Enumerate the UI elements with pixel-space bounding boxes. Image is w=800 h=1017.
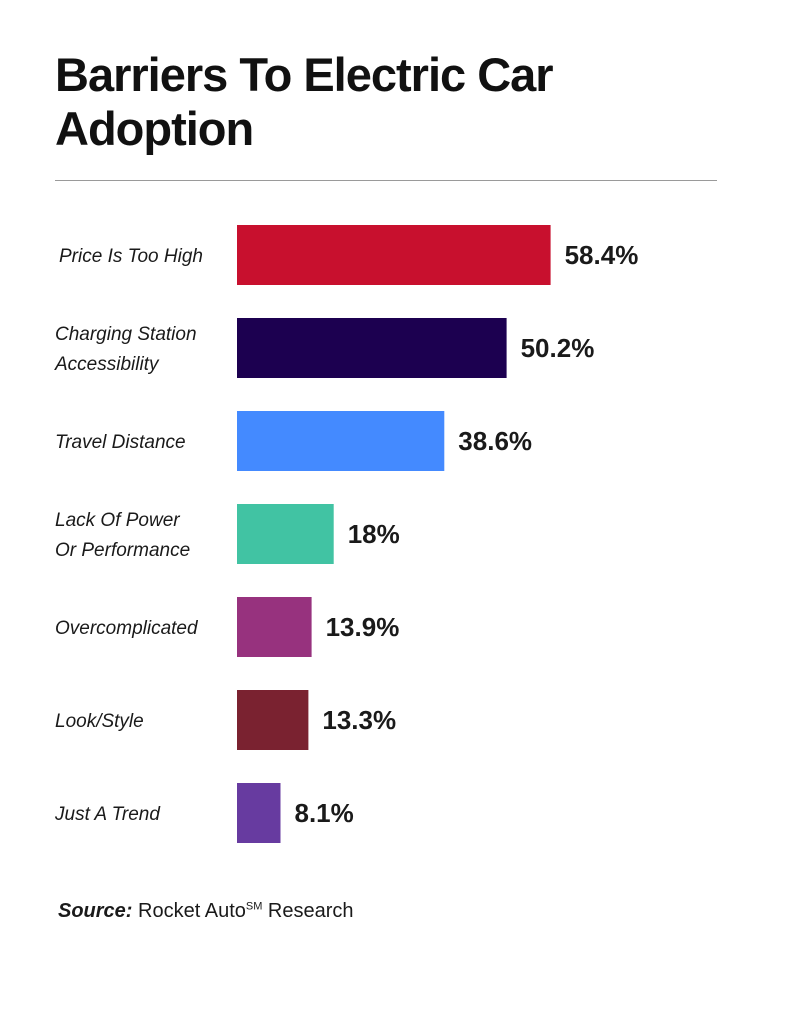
value-label-5: 13.3% xyxy=(322,705,396,735)
value-label-6: 8.1% xyxy=(295,798,354,828)
source-text: Rocket Auto xyxy=(132,900,246,922)
bar-1 xyxy=(237,318,507,378)
category-label-4: Overcomplicated xyxy=(55,618,199,639)
category-label-2: Travel Distance xyxy=(55,432,186,453)
bar-6 xyxy=(237,783,281,843)
bar-2 xyxy=(237,411,445,471)
category-label-0: Price Is Too High xyxy=(59,246,203,267)
bar-3 xyxy=(237,504,334,564)
source-label: Source: xyxy=(58,900,133,922)
title-divider xyxy=(55,180,717,181)
chart-title: Barriers To Electric Car Adoption xyxy=(55,48,554,155)
value-label-3: 18% xyxy=(348,519,400,549)
service-mark: SM xyxy=(245,900,263,913)
source-note: Source: Rocket AutoSM Research xyxy=(58,900,354,923)
category-label-1: Charging Station Accessibility xyxy=(54,324,197,375)
bar-4 xyxy=(237,597,312,657)
value-label-0: 58.4% xyxy=(565,240,639,270)
category-label-6: Just A Trend xyxy=(54,804,161,825)
category-label-5: Look/Style xyxy=(55,711,144,732)
value-label-1: 50.2% xyxy=(521,333,595,363)
value-label-2: 38.6% xyxy=(458,426,532,456)
category-label-3: Lack Of Power Or Performance xyxy=(55,510,190,561)
bar-0 xyxy=(237,225,551,285)
source-suffix: Research xyxy=(262,900,354,922)
value-label-4: 13.9% xyxy=(326,612,400,642)
bar-5 xyxy=(237,690,309,750)
